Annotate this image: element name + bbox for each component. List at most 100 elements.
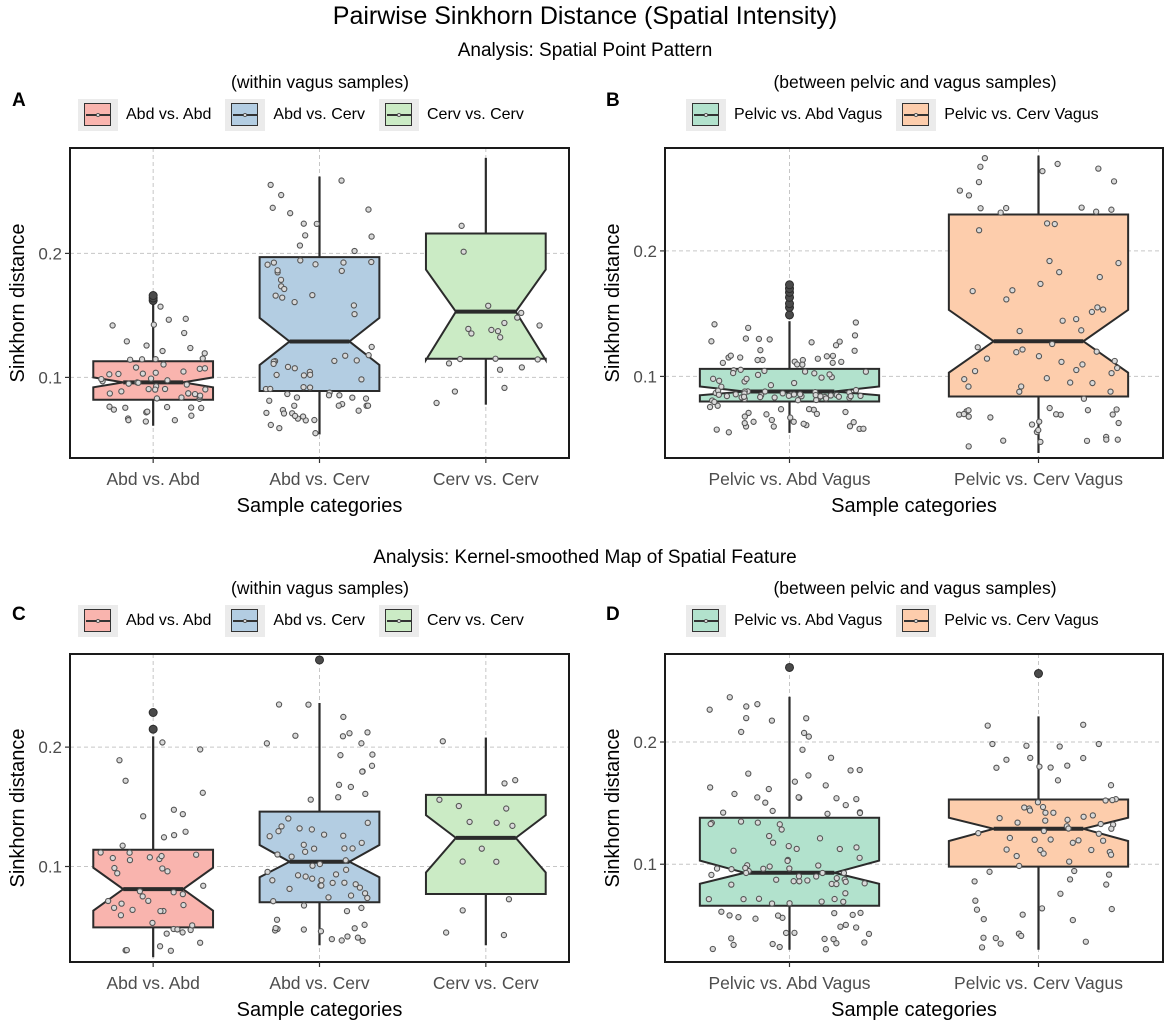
panel-b-chart: 0.1 0.2 Pelvic vs. Abd Vagus Pelvic vs. Cer… [602,147,1164,517]
panel-label-b: B [606,90,620,111]
data-point [862,368,870,375]
outlier-point [785,280,794,290]
legend-item-cerv-cerv: Cerv vs. Cerv [378,605,524,637]
data-point [831,909,838,917]
x-axis-title: Sample categories [237,999,403,1021]
data-point [849,911,856,919]
data-point [769,807,776,815]
data-point [852,319,859,326]
data-point [965,443,972,450]
data-point [835,393,843,400]
data-point [842,408,849,416]
data-point [997,940,1004,947]
data-point [1105,871,1113,878]
data-point [805,733,812,740]
data-point [786,900,793,907]
panel-c-chart: 0.1 0.2 Abd vs. Abd Abd vs. Cerv Cerv vs. Ce… [7,653,570,1021]
y-tick-label: 0.2 [633,733,657,752]
data-point [1040,827,1048,835]
data-point [1109,796,1116,804]
data-point [266,397,273,404]
data-point [718,908,725,915]
legend-key-icon [378,99,419,131]
x-tick-label: Pelvic vs. Abd Vagus [708,973,870,993]
data-point [147,375,155,382]
legend-label: Cerv vs. Cerv [426,106,524,123]
data-point [851,347,858,354]
data-point [846,423,854,430]
y-tick-label: 0.2 [38,738,62,757]
data-point [466,818,473,826]
data-point [1078,204,1085,211]
data-point [754,371,762,379]
outlier-point [1034,669,1043,679]
data-point [1093,208,1100,215]
data-point [292,732,299,739]
data-point [1023,742,1030,749]
x-tick-label: Pelvic vs. Cerv Vagus [954,469,1123,489]
data-point [1051,220,1058,228]
data-point [275,828,282,835]
data-point [1009,287,1016,294]
data-point [110,406,118,413]
data-point [359,937,366,945]
data-point [795,794,802,801]
panel-b-subtitle: (between pelvic and vagus samples) [773,72,1057,92]
data-point [1111,357,1118,365]
data-point [132,364,140,371]
data-point [358,839,365,846]
data-point [140,813,147,820]
data-point [801,368,809,375]
data-point [1095,830,1102,837]
data-point [281,285,288,293]
data-point [1071,867,1078,875]
data-point [358,376,365,383]
data-point [1043,375,1050,382]
data-point [497,334,504,341]
data-point [167,947,175,954]
box-pelvic-vs-cerv-vagus [947,213,1130,398]
data-point [340,259,347,266]
data-point [183,381,190,388]
data-point [439,738,446,745]
panel-frame [664,147,1164,459]
data-point [750,418,757,425]
data-point [273,916,281,923]
data-point [340,832,347,839]
data-point [726,912,733,919]
data-point [364,402,372,409]
data-point [757,393,764,401]
x-tick-label: Cerv vs. Cerv [433,973,539,993]
data-point [347,783,355,791]
data-point [836,338,843,345]
data-point [1067,379,1074,386]
panel-label-c: C [12,604,26,625]
data-point [455,802,462,810]
data-point [708,871,715,879]
data-point [118,900,125,907]
data-point [833,875,840,882]
data-point [201,365,209,372]
data-point [709,375,717,382]
data-point [765,832,773,840]
data-point [993,764,1000,771]
data-point [338,267,345,275]
data-point [270,360,277,368]
x-axis-title: Sample categories [237,495,403,517]
data-point [1103,436,1110,443]
data-point [1016,327,1023,335]
data-point [1066,876,1074,883]
data-point [793,361,801,368]
data-point [287,210,294,217]
data-point [1003,296,1010,303]
data-point [761,367,768,375]
panel-d-legend: Pelvic vs. Abd Vagus Pelvic vs. Cerv Vag… [686,605,1109,637]
data-point [980,934,987,941]
data-point [1003,204,1010,212]
data-point [1113,406,1120,413]
data-point [196,392,204,399]
data-point [977,205,984,212]
data-point [518,364,525,371]
x-axis-title: Sample categories [831,999,997,1021]
data-point [512,777,519,784]
